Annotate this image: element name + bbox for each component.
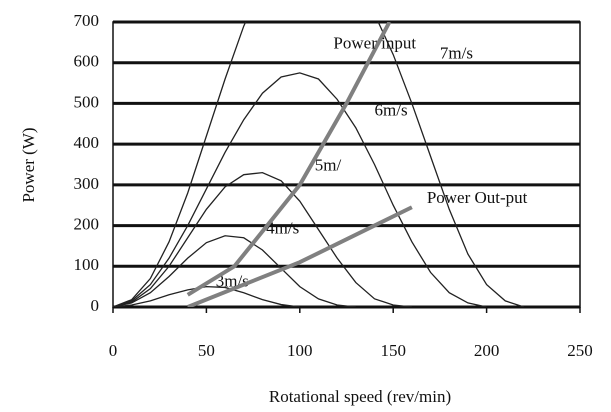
y-tick-label: 100 bbox=[74, 255, 100, 274]
x-tick-label: 150 bbox=[380, 341, 406, 360]
y-tick-label: 700 bbox=[74, 11, 100, 30]
y-tick-label: 200 bbox=[74, 214, 100, 233]
series-line bbox=[113, 285, 300, 307]
y-tick-label: 0 bbox=[91, 296, 100, 315]
x-tick-label: 250 bbox=[567, 341, 593, 360]
series-label: Power Out-put bbox=[427, 188, 528, 207]
series-line bbox=[186, 205, 413, 307]
series-line bbox=[113, 171, 412, 307]
series-label: 4m/s bbox=[266, 219, 299, 238]
y-tick-label: 400 bbox=[74, 133, 100, 152]
x-axis-label: Rotational speed (rev/min) bbox=[269, 387, 451, 406]
series-label: 5m/ bbox=[315, 155, 342, 174]
series-label: 6m/s bbox=[375, 100, 408, 119]
series-line bbox=[113, 22, 525, 307]
series-line bbox=[113, 72, 487, 307]
x-tick-label: 0 bbox=[109, 341, 118, 360]
series-line bbox=[113, 235, 356, 307]
series-line bbox=[186, 22, 392, 297]
x-tick-label: 100 bbox=[287, 341, 313, 360]
y-axis-label: Power (W) bbox=[19, 127, 38, 202]
y-tick-label: 500 bbox=[74, 92, 100, 111]
plot-frame bbox=[112, 21, 581, 308]
series-label: 7m/s bbox=[440, 43, 473, 62]
y-tick-label: 600 bbox=[74, 52, 100, 71]
x-tick-label: 200 bbox=[474, 341, 500, 360]
y-tick-label: 300 bbox=[74, 174, 100, 193]
x-tick-label: 50 bbox=[198, 341, 215, 360]
series-label: Power input bbox=[333, 33, 416, 52]
